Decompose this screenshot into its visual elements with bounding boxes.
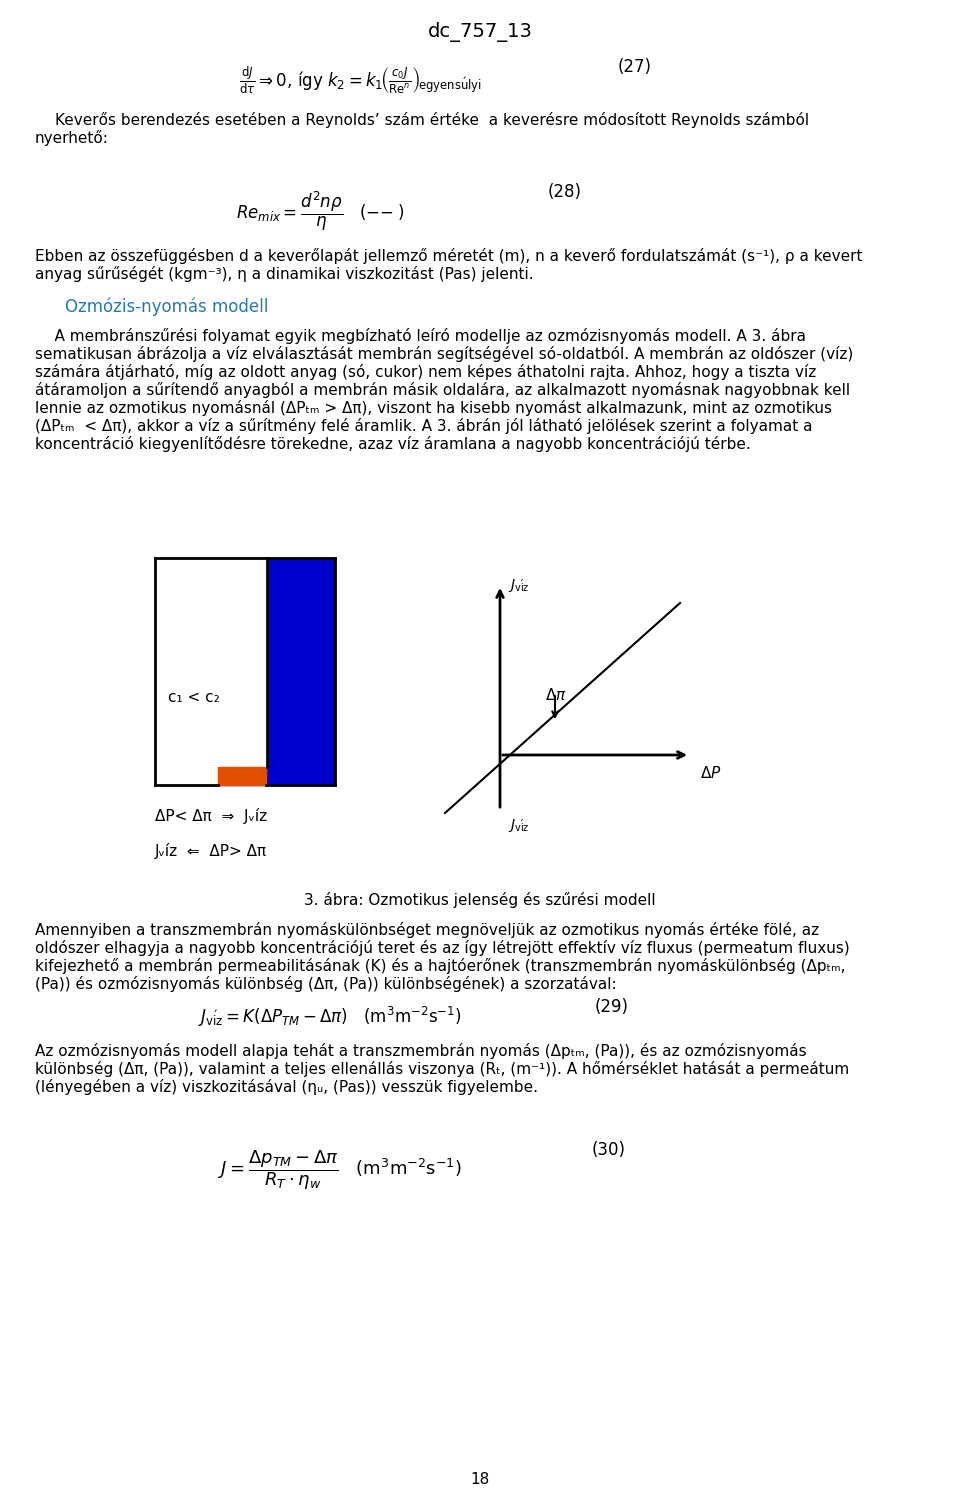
Text: $J = \dfrac{\Delta p_{TM} - \Delta\pi}{R_T \cdot \eta_w}$   $\left(\mathrm{m}^3\: $J = \dfrac{\Delta p_{TM} - \Delta\pi}{R… [218, 1148, 462, 1191]
Text: $\frac{\mathrm{d}J}{\mathrm{d}\tau}\Rightarrow 0$, így $k_2 = k_1\!\left(\frac{c: $\frac{\mathrm{d}J}{\mathrm{d}\tau}\Righ… [239, 64, 481, 98]
Text: A membránszűrési folyamat egyik megbízható leíró modellje az ozmózisnyomás model: A membránszűrési folyamat egyik megbízha… [35, 328, 806, 344]
Text: Ebben az összefüggésben d a keverőlapát jellemző méretét (m), n a keverő fordula: Ebben az összefüggésben d a keverőlapát … [35, 248, 862, 264]
Text: $J_{\mathrm{v\acute{i}z}} = K(\Delta P_{TM} - \Delta\pi)$   $\left(\mathrm{m}^3\: $J_{\mathrm{v\acute{i}z}} = K(\Delta P_{… [198, 1005, 462, 1029]
Text: anyag sűrűségét (kgm⁻³), η a dinamikai viszkozitást (Pas) jelenti.: anyag sűrűségét (kgm⁻³), η a dinamikai v… [35, 266, 534, 282]
Text: Az ozmózisnyomás modell alapja tehát a transzmembrán nyomás (Δpₜₘ, (Pa)), és az : Az ozmózisnyomás modell alapja tehát a t… [35, 1042, 806, 1059]
Text: $J_{\mathrm{v\acute{i}z}}$: $J_{\mathrm{v\acute{i}z}}$ [508, 578, 530, 594]
Text: Keverős berendezés esetében a Reynolds’ szám értéke  a keverésre módosított Reyn: Keverős berendezés esetében a Reynolds’ … [55, 112, 809, 128]
Text: c₁ < c₂: c₁ < c₂ [168, 690, 220, 705]
Text: ΔP< Δπ  ⇒  Jᵥíz: ΔP< Δπ ⇒ Jᵥíz [155, 808, 267, 824]
Text: lennie az ozmotikus nyomásnál (ΔPₜₘ > Δπ), viszont ha kisebb nyomást alkalmazunk: lennie az ozmotikus nyomásnál (ΔPₜₘ > Δπ… [35, 400, 832, 416]
Text: sematikusan ábrázolja a víz elválasztását membrán segítségével só-oldatból. A me: sematikusan ábrázolja a víz elválasztásá… [35, 346, 853, 362]
Text: nyerhető:: nyerhető: [35, 130, 108, 146]
Text: (28): (28) [548, 183, 582, 201]
Text: (Pa)) és ozmózisnyomás különbség (Δπ, (Pa)) különbségének) a szorzatával:: (Pa)) és ozmózisnyomás különbség (Δπ, (P… [35, 976, 616, 992]
Text: 3. ábra: Ozmotikus jelenség és szűrési modell: 3. ábra: Ozmotikus jelenség és szűrési m… [304, 892, 656, 908]
Text: 18: 18 [470, 1472, 490, 1486]
Text: dc_757_13: dc_757_13 [427, 22, 533, 42]
Bar [218, 766, 266, 784]
Text: koncentráció kiegyenlítődésre törekedne, azaz víz áramlana a nagyobb koncentráci: koncentráció kiegyenlítődésre törekedne,… [35, 436, 751, 451]
Text: $\Delta\pi$: $\Delta\pi$ [545, 687, 566, 703]
Text: $J_{\mathrm{v\acute{i}z}}$: $J_{\mathrm{v\acute{i}z}}$ [508, 818, 530, 834]
Text: (29): (29) [595, 998, 629, 1016]
Text: (27): (27) [618, 58, 652, 76]
Text: számára átjárható, míg az oldott anyag (só, cukor) nem képes áthatolni rajta. Ah: számára átjárható, míg az oldott anyag (… [35, 364, 816, 380]
Text: oldószer elhagyja a nagyobb koncentrációjú teret és az így létrejött effektív ví: oldószer elhagyja a nagyobb koncentráció… [35, 940, 850, 956]
Text: kifejezhető a membrán permeabilitásának (K) és a hajtóerőnek (transzmembrán nyom: kifejezhető a membrán permeabilitásának … [35, 958, 846, 974]
Text: Jᵥíz  ⇐  ΔP> Δπ: Jᵥíz ⇐ ΔP> Δπ [155, 843, 267, 860]
Text: $\mathit{Re}_{mix} = \dfrac{d^2 n\rho}{\eta}$   $(-\!-)$: $\mathit{Re}_{mix} = \dfrac{d^2 n\rho}{\… [236, 190, 404, 234]
Text: átáramoljon a sűrítendő anyagból a membrán másik oldalára, az alkalmazott nyomás: átáramoljon a sűrítendő anyagból a membr… [35, 382, 851, 398]
Text: különbség (Δπ, (Pa)), valamint a teljes ellenállás viszonya (Rₜ, (m⁻¹)). A hőmér: különbség (Δπ, (Pa)), valamint a teljes … [35, 1060, 850, 1077]
Text: $\Delta P$: $\Delta P$ [700, 765, 722, 782]
Text: Amennyiben a transzmembrán nyomáskülönbséget megnöveljük az ozmotikus nyomás ért: Amennyiben a transzmembrán nyomáskülönbs… [35, 922, 819, 938]
Text: (30): (30) [592, 1142, 626, 1160]
Text: (lényegében a víz) viszkozitásával (ηᵤ, (Pas)) vesszük figyelembe.: (lényegében a víz) viszkozitásával (ηᵤ, … [35, 1078, 538, 1095]
Bar [220, 558, 335, 784]
Text: (ΔPₜₘ  < Δπ), akkor a víz a sűrítmény felé áramlik. A 3. ábrán jól látható jelöl: (ΔPₜₘ < Δπ), akkor a víz a sűrítmény fel… [35, 419, 812, 434]
Bar [158, 558, 266, 766]
Text: Ozmózis-nyomás modell: Ozmózis-nyomás modell [65, 298, 269, 316]
